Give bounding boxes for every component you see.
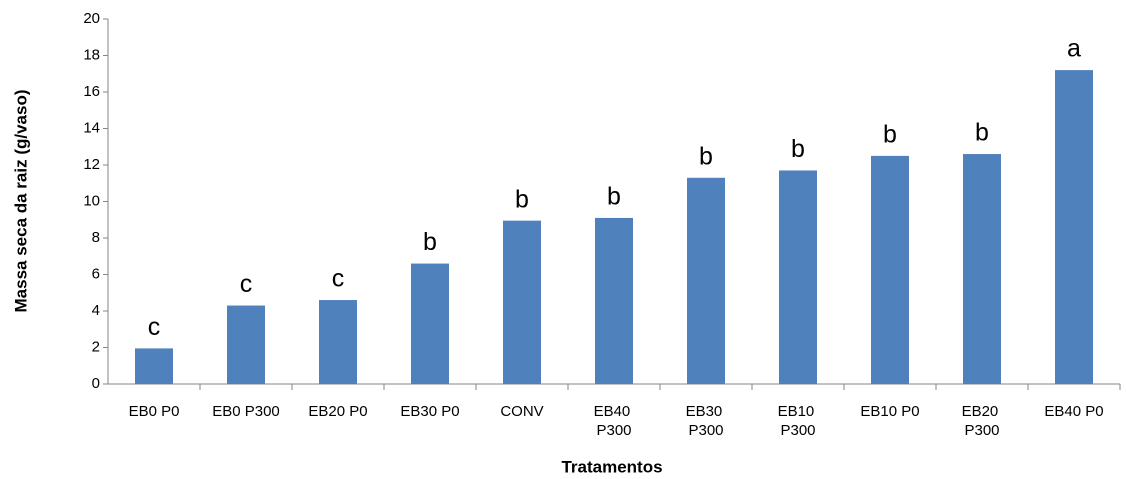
x-tick-label: EB20 P300 (962, 403, 1003, 439)
y-axis-title: Massa seca da raiz (g/vaso) (11, 89, 30, 312)
bar (779, 170, 817, 384)
y-tick-label: 2 (92, 338, 100, 355)
annotation: b (423, 228, 437, 256)
x-axis-title: Tratamentos (561, 457, 662, 476)
bar (319, 300, 357, 384)
bar (503, 220, 541, 384)
x-tick-label: EB10 P0 (860, 403, 919, 420)
annotation: c (332, 265, 345, 293)
x-tick-label: EB10 P300 (778, 403, 819, 439)
x-tick-label: EB30 P0 (400, 403, 459, 420)
bar (871, 155, 909, 384)
bar (687, 177, 725, 384)
x-tick-label: EB20 P0 (308, 403, 367, 420)
y-tick-label: 20 (83, 10, 100, 27)
bar (963, 154, 1001, 384)
y-tick-label: 10 (83, 192, 100, 209)
bar (227, 305, 265, 384)
annotation: b (607, 183, 621, 211)
bar (1055, 70, 1093, 384)
annotation: b (791, 135, 805, 163)
bar (595, 217, 633, 384)
annotation: b (883, 120, 897, 148)
y-tick-label: 8 (92, 229, 100, 246)
y-tick-label: 18 (83, 46, 100, 63)
bar (135, 348, 173, 384)
x-tick-label: EB0 P0 (129, 403, 180, 420)
annotation: b (975, 119, 989, 147)
x-tick-label: EB0 P300 (212, 403, 280, 420)
x-tick-label: EB30 P300 (686, 403, 727, 439)
annotation: c (148, 313, 161, 341)
annotation: b (515, 185, 529, 213)
annotation: b (699, 142, 713, 170)
y-tick-label: 0 (92, 375, 100, 392)
bar (411, 263, 449, 384)
y-tick-label: 6 (92, 265, 100, 282)
annotation: c (240, 270, 253, 298)
y-tick-label: 14 (83, 119, 100, 136)
annotation: a (1067, 35, 1081, 63)
y-tick-label: 16 (83, 83, 100, 100)
x-tick-label: EB40 P0 (1044, 403, 1103, 420)
x-tick-label: EB40 P300 (594, 403, 635, 439)
x-tick-label: CONV (500, 403, 543, 420)
y-tick-label: 12 (83, 156, 100, 173)
y-tick-label: 4 (92, 302, 100, 319)
